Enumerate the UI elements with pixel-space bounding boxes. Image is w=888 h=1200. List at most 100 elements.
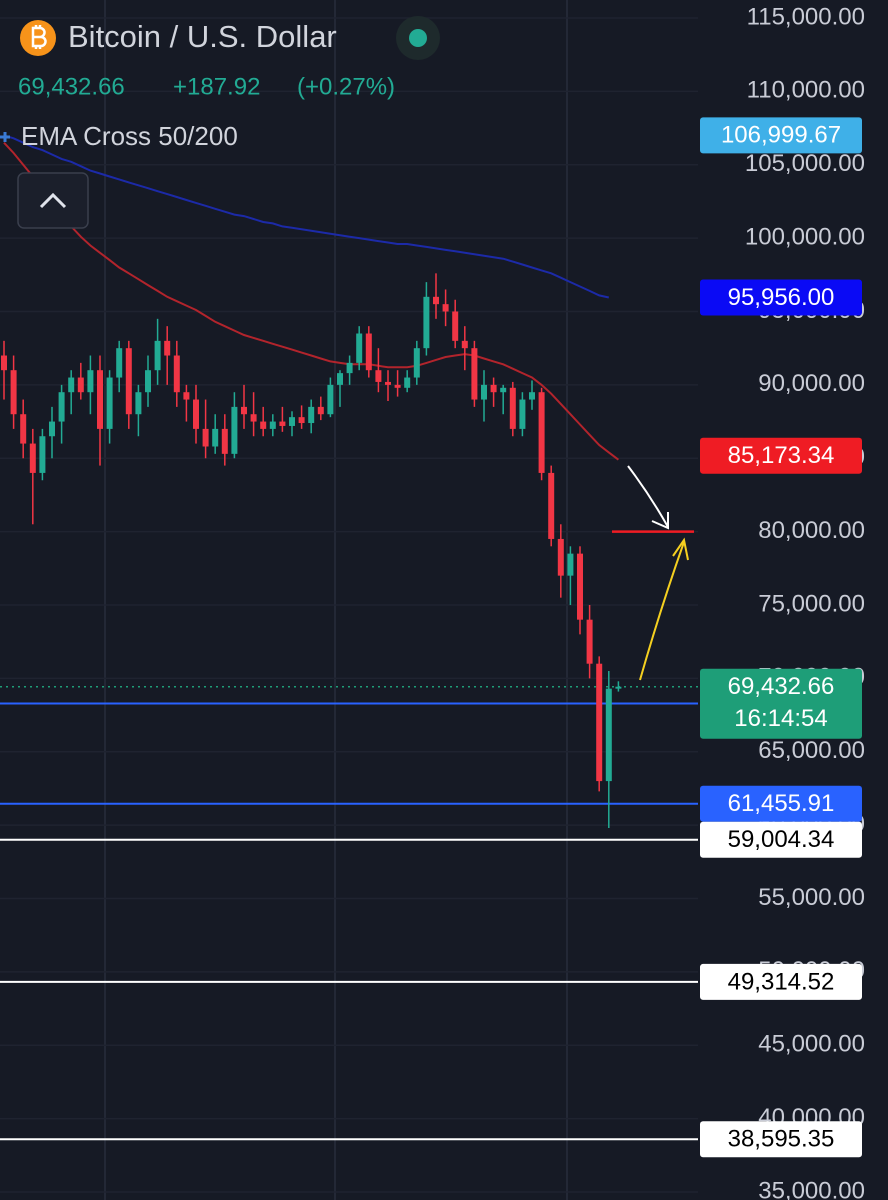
- price-change-percent: (+0.27%): [297, 73, 395, 100]
- price-badge: [700, 1121, 862, 1158]
- candle-body: [413, 348, 420, 378]
- candle-body: [490, 384, 497, 393]
- price-badge: [700, 437, 862, 474]
- y-tick-label: 105,000.00: [745, 150, 865, 177]
- last-price-label: 69,432.66: [728, 673, 835, 700]
- candle-body: [289, 417, 295, 426]
- candle-body: [519, 399, 526, 429]
- candle-body: [615, 686, 622, 689]
- candle-body: [481, 384, 487, 400]
- white-arrow-head: [651, 512, 669, 530]
- candle-body: [317, 406, 324, 415]
- candle-body: [106, 377, 113, 429]
- annotations: [627, 465, 689, 681]
- candle-body: [202, 428, 209, 447]
- price-badge-label: 95,956.00: [728, 284, 835, 311]
- collapse-chevron[interactable]: [39, 192, 67, 209]
- price-badge-label: 49,314.52: [728, 968, 835, 995]
- candle-body: [145, 370, 151, 393]
- y-tick-label: 35,000.00: [758, 1177, 865, 1200]
- candle-body: [20, 414, 27, 444]
- candle-body: [538, 392, 545, 473]
- candle-body: [452, 311, 459, 341]
- candle-body: [87, 370, 94, 393]
- candle-body: [173, 355, 180, 393]
- price-badge: [700, 963, 862, 1000]
- candle-body: [212, 428, 219, 447]
- countdown: 16:14:54: [734, 705, 827, 732]
- candle-body: [385, 381, 391, 385]
- candle-body: [548, 472, 555, 539]
- candle-body: [1, 355, 7, 371]
- candle-body: [365, 333, 372, 371]
- candle-body: [164, 340, 171, 356]
- price-badge: [700, 785, 862, 822]
- price-badge: [700, 279, 862, 316]
- candle-body: [58, 392, 65, 422]
- indicator-icon: [0, 132, 10, 142]
- candle-body: [39, 436, 46, 473]
- candle-body: [279, 421, 286, 426]
- candle-body: [125, 348, 132, 415]
- indicator-label: EMA Cross 50/200: [21, 121, 238, 151]
- candle-body: [509, 387, 516, 429]
- candle-body: [567, 553, 574, 576]
- candle-body: [471, 348, 478, 400]
- price-badge-label: 85,173.34: [728, 442, 835, 469]
- candle-body: [250, 414, 257, 422]
- plot-area: [0, 17, 698, 1193]
- price-badges: 106,999.6795,956.0085,173.3468,291.2861,…: [700, 117, 862, 1158]
- candle-body: [433, 296, 439, 305]
- symbol-title: Bitcoin / U.S. Dollar: [68, 19, 337, 54]
- candle-body: [97, 370, 103, 429]
- candle-body: [346, 362, 353, 374]
- header: Bitcoin / U.S. Dollar 69,432.66 +187.92 …: [0, 16, 440, 229]
- candle-body: [260, 421, 267, 429]
- candle-body: [269, 421, 276, 429]
- candle-body: [308, 406, 315, 424]
- candle-body: [327, 384, 334, 415]
- ema-line: [3, 134, 610, 299]
- candle-body: [77, 377, 84, 393]
- price-badge-label: 38,595.35: [728, 1126, 835, 1153]
- candle-body: [404, 377, 411, 388]
- candle-body: [500, 387, 507, 393]
- candle-body: [356, 333, 363, 363]
- y-tick-label: 45,000.00: [758, 1031, 865, 1058]
- price-change: +187.92: [173, 73, 260, 100]
- candle-body: [231, 406, 238, 454]
- last-price-badge: [700, 668, 862, 739]
- y-tick-label: 115,000.00: [747, 3, 865, 30]
- bitcoin-glyph: [31, 25, 47, 49]
- candle-body: [241, 406, 247, 415]
- market-open-dot: [409, 29, 427, 47]
- candle-body: [49, 421, 55, 437]
- price-badge: [700, 117, 862, 154]
- candle-body: [529, 392, 535, 400]
- candle-body: [10, 370, 17, 415]
- candle-body: [337, 373, 343, 385]
- candle-body: [29, 443, 36, 473]
- y-tick-label: 80,000.00: [758, 517, 865, 544]
- white-arrow: [627, 465, 669, 528]
- candle-body: [298, 417, 305, 424]
- price-badge-label: 106,999.67: [721, 122, 841, 149]
- collapse-button[interactable]: [17, 172, 89, 229]
- ema-line: [3, 142, 620, 461]
- candle-body: [596, 663, 603, 782]
- grid: [104, 0, 568, 1200]
- candle-body: [135, 392, 142, 415]
- candle-body: [577, 553, 583, 620]
- candle-body: [116, 348, 123, 378]
- price-badge-label: 61,455.91: [728, 790, 835, 817]
- price-badge: [700, 821, 862, 858]
- price-badge-label: 59,004.34: [728, 826, 835, 853]
- candle-body: [605, 688, 612, 782]
- candle-body: [557, 538, 564, 576]
- candle-body: [221, 428, 228, 454]
- y-tick-label: 100,000.00: [745, 223, 865, 250]
